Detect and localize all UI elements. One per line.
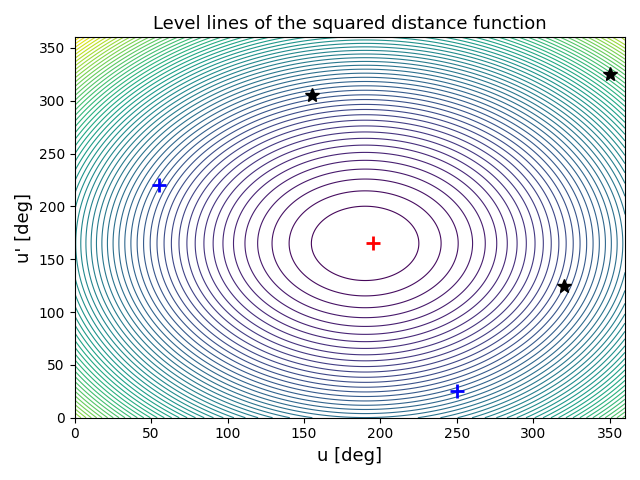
X-axis label: u [deg]: u [deg] xyxy=(317,447,382,465)
Y-axis label: u' [deg]: u' [deg] xyxy=(15,192,33,263)
Title: Level lines of the squared distance function: Level lines of the squared distance func… xyxy=(153,15,547,33)
